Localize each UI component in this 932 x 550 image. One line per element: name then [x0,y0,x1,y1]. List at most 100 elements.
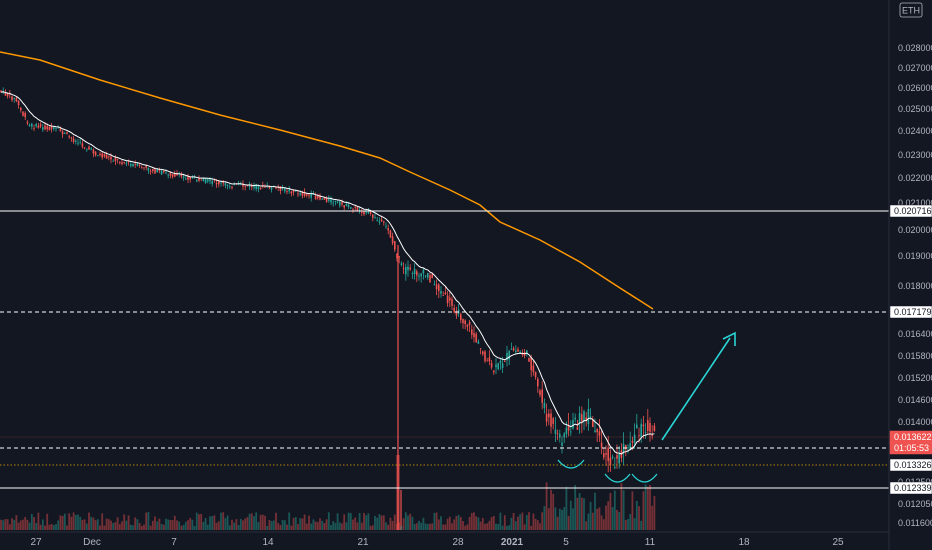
x-tick-label: 21 [357,537,369,548]
volume-bar [321,520,324,530]
volume-bar [609,492,612,530]
candle [363,211,365,217]
candle [627,444,629,454]
volume-bar [52,525,55,530]
candle [332,199,334,207]
volume-bar [561,509,563,530]
candle [48,126,51,131]
volume-bar [66,525,68,530]
x-tick-label: 11 [645,537,656,548]
volume-bar [492,515,495,530]
volume-bar [77,514,79,530]
volume-bar [81,519,84,530]
candle [407,260,409,277]
candle [369,210,372,216]
volume-bar [193,525,196,530]
arrow-annotation[interactable] [661,331,736,441]
volume-bar [257,522,260,530]
volume-bar [620,483,623,530]
volume-bar [391,520,394,530]
candle [515,345,517,355]
volume-bar [162,524,165,530]
y-tick-label: 0.011600 [898,518,932,528]
volume-bar [305,523,308,530]
candle [383,220,385,226]
volume-bar [413,524,416,530]
volume-bar [521,512,524,530]
candle [598,418,601,442]
volume-bar [497,523,500,530]
volume-bar [224,518,227,530]
x-tick-label: 7 [171,537,177,548]
candle [376,216,378,222]
volume-bar [90,516,93,530]
candle [644,423,647,439]
volume-bar [231,519,233,530]
candle [466,324,469,332]
volume-bar [178,521,181,530]
candle [532,360,535,376]
candle [17,100,20,109]
candle [187,173,189,184]
candle [614,457,616,470]
volume-bar [184,521,187,530]
candle [559,429,561,443]
volume-bar [336,513,339,530]
time-axis[interactable]: 27 Dec 7 14 21 28 2021 5 11 18 25 [30,537,844,548]
volume-bar [635,500,638,530]
x-tick-label: Dec [83,537,101,548]
price-axis-label: 0.020716 [889,204,932,218]
ma-long-line [0,51,654,310]
volume-bar [393,514,396,530]
candle [471,324,473,339]
volume-bar [46,513,49,530]
candle [244,185,246,191]
candle [229,183,231,190]
candle [453,304,455,314]
candle [328,195,330,203]
volume-bar [389,517,392,530]
volume-bar [400,525,403,530]
candle [578,406,581,434]
y-tick-label: 0.015800 [898,351,932,361]
eth-badge[interactable]: ETH [899,2,923,18]
volume-bar [556,516,559,530]
volume-bar [338,522,341,530]
candle [108,155,110,161]
candle [330,196,332,206]
volume-bar [17,522,20,530]
volume-bar [380,515,383,530]
volume-bar [325,519,328,530]
candle [541,381,543,410]
volume-bar [270,521,273,530]
candle [396,253,398,262]
volume-bar [605,505,607,530]
candle [647,409,649,435]
moving-average-layer [0,51,655,455]
volume-bar [233,522,236,530]
volume-bar [195,512,198,530]
volume-bar [112,523,115,530]
volume-bar [378,514,381,530]
volume-bar [323,523,326,530]
candle [207,178,209,184]
candle [343,204,345,211]
volume-bar [272,520,275,530]
volume-bar [433,512,436,530]
volume-bar [217,521,220,530]
x-tick-label: 14 [262,537,274,548]
volume-bar [314,521,317,530]
volume-bar [57,520,60,530]
y-tick-label: 0.022000 [898,173,932,183]
volume-bar [125,520,128,530]
volume-bar [404,512,407,530]
candle [537,376,539,393]
candle [570,420,572,436]
volume-bar [457,514,460,530]
candle [618,445,620,469]
candle [651,425,653,440]
volume-bar [510,517,513,530]
candle [222,179,224,187]
candle [141,165,143,169]
